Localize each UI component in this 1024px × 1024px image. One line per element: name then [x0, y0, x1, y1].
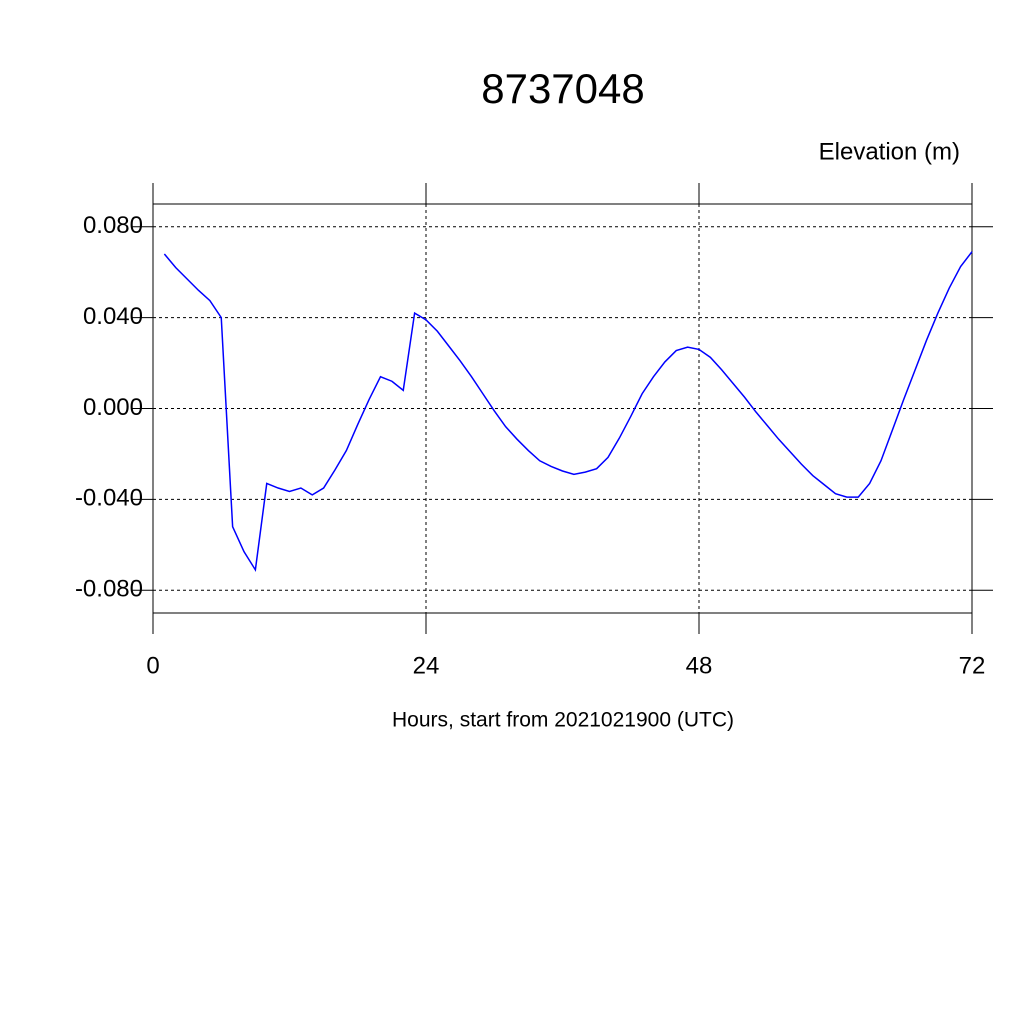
x-tick-label: 72 — [959, 652, 986, 679]
data-line — [163, 251, 973, 572]
y-tick-label: -0.040 — [75, 485, 143, 512]
axis-unit-label: Elevation (m) — [819, 138, 960, 165]
x-axis-label: Hours, start from 2021021900 (UTC) — [392, 709, 734, 732]
x-tick-label: 24 — [413, 652, 440, 679]
x-tick-label: 48 — [686, 652, 713, 679]
x-tick-label: 0 — [146, 652, 159, 679]
y-tick-label: 0.000 — [83, 394, 143, 421]
y-tick-label: 0.040 — [83, 303, 143, 330]
y-tick-label: 0.080 — [83, 212, 143, 239]
y-tick-label: -0.080 — [75, 576, 143, 603]
chart-title: 8737048 — [481, 65, 645, 112]
